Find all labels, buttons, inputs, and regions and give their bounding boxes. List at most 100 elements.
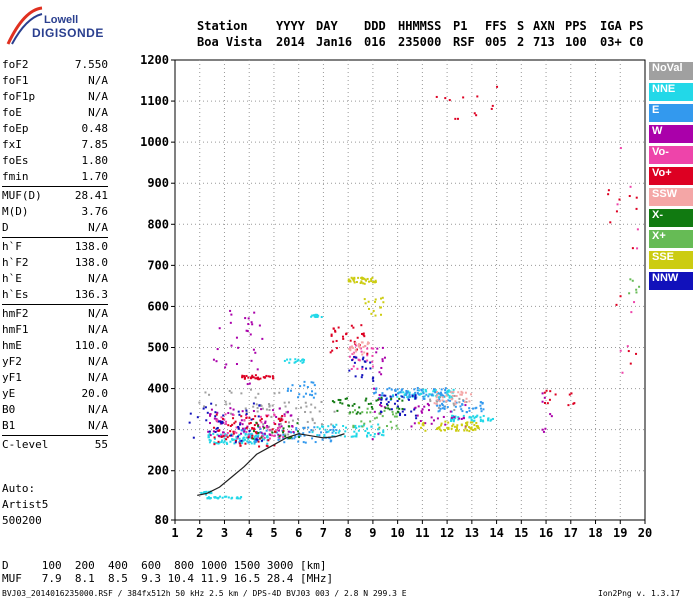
echo-point bbox=[268, 404, 271, 407]
echo-point bbox=[361, 374, 364, 377]
echo-point bbox=[246, 425, 249, 428]
echo-point bbox=[373, 392, 376, 395]
echo-point bbox=[301, 361, 304, 364]
echo-point bbox=[381, 358, 384, 361]
echo-point bbox=[631, 247, 634, 250]
echo-point bbox=[353, 426, 356, 429]
echo-point bbox=[399, 412, 402, 415]
header-top-7: S bbox=[517, 19, 525, 33]
echo-point bbox=[354, 342, 357, 345]
echo-point bbox=[273, 444, 276, 447]
param-row: M(D) 3.76 bbox=[2, 204, 108, 220]
echo-point bbox=[342, 337, 345, 340]
echo-point bbox=[235, 426, 238, 429]
echo-point bbox=[394, 389, 397, 392]
echo-point bbox=[210, 402, 213, 405]
echo-point bbox=[473, 419, 476, 422]
echo-point bbox=[251, 434, 254, 437]
echo-point bbox=[303, 380, 306, 383]
echo-point bbox=[341, 335, 344, 338]
echo-point bbox=[275, 415, 278, 418]
echo-point bbox=[289, 389, 292, 392]
echo-point bbox=[363, 298, 366, 301]
echo-point bbox=[261, 438, 264, 441]
y-tick-label: 300 bbox=[147, 423, 169, 437]
echo-point bbox=[474, 428, 477, 431]
param-row: fmin 1.70 bbox=[2, 169, 108, 185]
echo-point bbox=[229, 440, 232, 443]
echo-point bbox=[451, 424, 454, 427]
echo-point bbox=[430, 394, 433, 397]
echo-point bbox=[364, 399, 367, 402]
echo-point bbox=[422, 395, 425, 398]
param-row: hmF1 N/A bbox=[2, 322, 108, 338]
echo-point bbox=[375, 351, 378, 354]
echo-point bbox=[420, 392, 423, 395]
echo-point bbox=[393, 415, 396, 418]
echo-point bbox=[436, 404, 439, 407]
echo-point bbox=[253, 311, 256, 314]
echo-point bbox=[541, 400, 544, 403]
echo-point bbox=[334, 431, 337, 434]
echo-point bbox=[262, 423, 265, 426]
echo-point bbox=[247, 437, 250, 440]
echo-point bbox=[450, 419, 453, 422]
echo-point bbox=[444, 391, 447, 394]
echo-point bbox=[377, 432, 380, 435]
echo-point bbox=[479, 416, 482, 419]
echo-point bbox=[567, 404, 570, 407]
echo-point bbox=[245, 416, 248, 419]
param-value: 7.550 bbox=[74, 58, 108, 71]
echo-point bbox=[416, 392, 419, 395]
echo-point bbox=[387, 401, 390, 404]
echo-point bbox=[254, 396, 257, 399]
echo-point bbox=[362, 356, 365, 359]
logo-swoosh-icon bbox=[6, 6, 43, 45]
echo-point bbox=[203, 405, 206, 408]
param-key: yF1 bbox=[2, 371, 22, 384]
echo-point bbox=[285, 411, 288, 414]
echo-point bbox=[294, 358, 297, 361]
echo-point bbox=[378, 394, 381, 397]
echo-point bbox=[237, 346, 240, 349]
echo-point bbox=[390, 426, 393, 429]
echo-point bbox=[378, 431, 381, 434]
echo-point bbox=[491, 104, 494, 107]
x-tick-label: 18 bbox=[588, 526, 602, 540]
echo-point bbox=[219, 433, 222, 436]
echo-point bbox=[433, 402, 436, 405]
echo-point bbox=[353, 361, 356, 364]
echo-point bbox=[546, 402, 549, 405]
echo-point bbox=[462, 400, 465, 403]
echo-point bbox=[417, 405, 420, 408]
echo-point bbox=[631, 279, 634, 282]
echo-point bbox=[261, 435, 264, 438]
echo-point bbox=[250, 321, 253, 324]
echo-point bbox=[214, 496, 217, 499]
echo-point bbox=[224, 413, 227, 416]
echo-point bbox=[316, 434, 319, 437]
echo-point bbox=[609, 221, 612, 224]
param-row: h`Es 136.3 bbox=[2, 287, 108, 303]
x-tick-label: 14 bbox=[489, 526, 503, 540]
echo-point bbox=[318, 410, 321, 413]
echo-point bbox=[220, 435, 223, 438]
echo-point bbox=[246, 383, 249, 386]
echo-point bbox=[368, 280, 371, 283]
echo-point bbox=[258, 404, 261, 407]
echo-point bbox=[277, 433, 280, 436]
echo-point bbox=[628, 195, 631, 198]
echo-point bbox=[302, 426, 305, 429]
echo-point bbox=[348, 412, 351, 415]
echo-point bbox=[544, 427, 547, 430]
echo-point bbox=[305, 405, 308, 408]
note-line: Auto: bbox=[2, 482, 36, 495]
y-tick-label: 1000 bbox=[140, 135, 169, 149]
echo-point bbox=[361, 358, 364, 361]
param-divider bbox=[2, 435, 108, 436]
echo-point bbox=[245, 412, 248, 415]
echo-point bbox=[453, 416, 456, 419]
echo-point bbox=[348, 355, 351, 358]
echo-point bbox=[254, 440, 257, 443]
